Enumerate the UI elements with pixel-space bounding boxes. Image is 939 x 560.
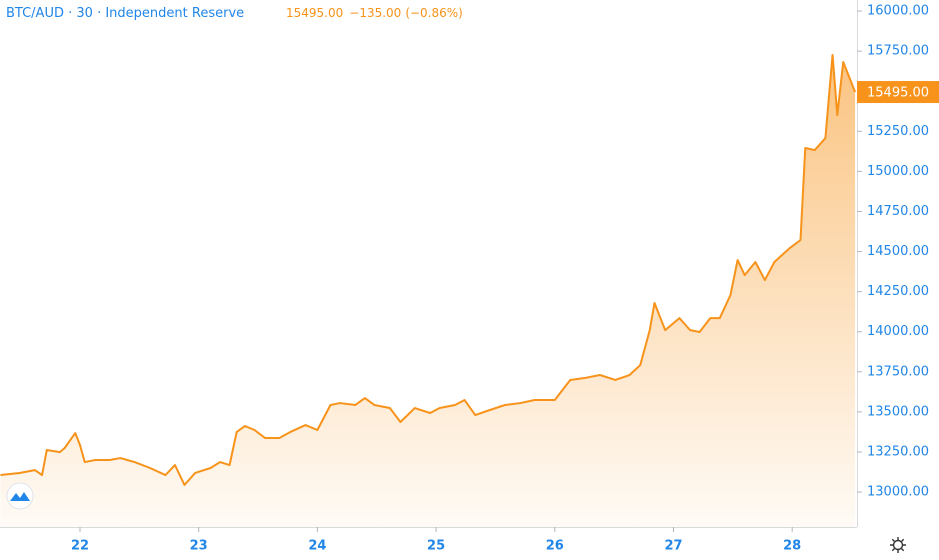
area-fill — [0, 54, 856, 528]
interval: 30 — [76, 6, 93, 21]
change-percent: (−0.86%) — [405, 6, 463, 20]
y-tick-label: 15250.00 — [867, 124, 929, 139]
y-tick-label: 14500.00 — [867, 244, 929, 259]
x-tick-label: 28 — [783, 539, 801, 554]
y-tick-label: 13500.00 — [867, 404, 929, 419]
last-price: 15495.00 — [286, 6, 343, 20]
y-tick-label: 15000.00 — [867, 164, 929, 179]
header: BTC/AUD · 30 · Independent Reserve 15495… — [6, 6, 463, 21]
symbol: BTC/AUD — [6, 6, 64, 21]
axes: 13000.00 13250.00 13500.00 13750.00 14000.00… — [71, 4, 939, 554]
x-tick-label: 23 — [190, 539, 208, 554]
exchange: Independent Reserve — [105, 6, 244, 21]
separator: · — [93, 6, 105, 21]
y-tick-label: 14250.00 — [867, 284, 929, 299]
plot-area — [0, 53, 857, 528]
price-info: 15495.00 −135.00 (−0.86%) — [286, 6, 463, 20]
x-tick-label: 26 — [546, 539, 564, 554]
x-tick-label: 25 — [427, 539, 445, 554]
x-tick-label: 24 — [308, 539, 326, 554]
legend-header: BTC/AUD · 30 · Independent Reserve — [6, 6, 244, 21]
x-tick-label: 27 — [664, 539, 682, 554]
x-tick-label: 22 — [71, 539, 89, 554]
last-price-tag — [857, 81, 939, 104]
separator: · — [64, 6, 76, 21]
settings-icon[interactable] — [890, 537, 906, 553]
price-line — [0, 53, 857, 486]
logo[interactable] — [6, 482, 34, 510]
y-tick-label: 13250.00 — [867, 444, 929, 459]
change: −135.00 — [349, 6, 401, 20]
y-tick-label: 13000.00 — [867, 485, 929, 500]
y-tick-label: 15750.00 — [867, 44, 929, 59]
y-tick-label: 16000.00 — [867, 4, 929, 19]
y-tick-label: 14000.00 — [867, 324, 929, 339]
y-tick-label: 14750.00 — [867, 204, 929, 219]
y-tick-label: 13750.00 — [867, 364, 929, 379]
last-price-tag-label: 15495.00 — [867, 86, 929, 101]
